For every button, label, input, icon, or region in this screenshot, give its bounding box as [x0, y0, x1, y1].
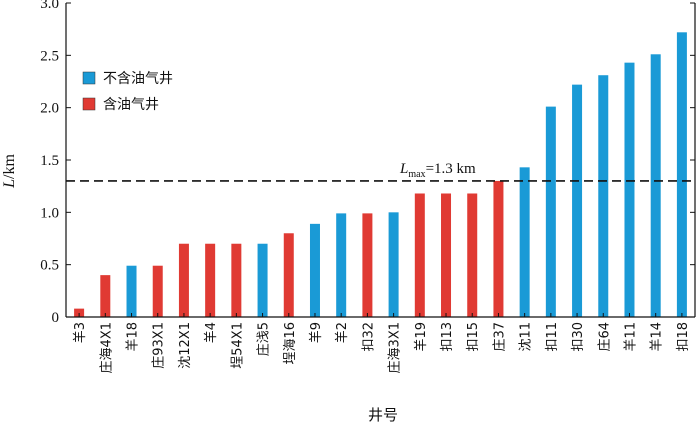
bar-11	[336, 213, 347, 317]
bar-4	[152, 265, 163, 317]
bar-17	[493, 180, 504, 317]
x-tick-label: 沈12X1	[178, 322, 193, 369]
x-tick-label: 羊4	[203, 322, 219, 343]
x-axis-ticks: 羊3 庄海4X1 羊18 庄93X1 沈12X1 羊4 埕54X1 庄浅5 埕海16 羊9 羊2 扣3…	[72, 313, 691, 373]
bar-18	[519, 167, 530, 317]
bar-21	[598, 75, 609, 317]
y-tick-label: 2.0	[40, 101, 59, 117]
bar-23	[650, 54, 661, 317]
x-tick-label: 扣11	[545, 322, 560, 352]
x-tick-label: 庄37	[491, 322, 507, 352]
bar-9	[283, 233, 294, 317]
bar-5	[178, 243, 189, 317]
x-tick-label: 羊3	[72, 322, 88, 343]
x-tick-label: 扣13	[440, 322, 455, 352]
x-tick-label: 羊19	[413, 322, 429, 352]
x-tick-label: 庄海4X1	[98, 322, 114, 373]
bar-14	[414, 193, 425, 317]
bar-13	[388, 212, 399, 317]
x-tick-label: 庄64	[596, 322, 612, 352]
bar-19	[545, 106, 556, 318]
threshold-label: Lmax=1.3 km	[399, 161, 476, 180]
x-tick-label: 扣32	[361, 322, 376, 352]
legend-label-oil: 含油气井	[103, 97, 159, 113]
x-tick-label: 庄93X1	[151, 322, 167, 369]
x-tick-label: 羊9	[308, 322, 324, 343]
x-tick-label: 埕海16	[282, 322, 298, 365]
bar-24	[676, 32, 687, 318]
x-tick-label: 扣18	[676, 322, 691, 352]
y-axis-ticks: 0 0.5 1.0 1.5 2.0 2.5 3.0	[40, 0, 695, 326]
legend-swatch-oil	[82, 97, 96, 111]
x-tick-label: 扣15	[466, 322, 481, 352]
y-tick-label: 2.5	[40, 48, 59, 64]
x-tick-label: 羊14	[649, 322, 665, 352]
y-tick-label: 0.5	[40, 258, 59, 274]
x-axis-label: 井号	[368, 406, 398, 424]
bar-3	[126, 265, 137, 317]
bars	[74, 32, 687, 318]
legend: 不含油气井 含油气井	[82, 71, 173, 113]
bar-15	[441, 193, 452, 317]
x-tick-label: 羊18	[125, 322, 141, 352]
x-tick-label: 庄海3X1	[387, 322, 403, 373]
y-tick-label: 1.0	[40, 205, 59, 221]
x-tick-label: 埕54X1	[229, 322, 245, 369]
x-tick-label: 扣30	[571, 322, 586, 352]
x-tick-label: 庄浅5	[256, 322, 272, 356]
bar-1	[74, 308, 85, 317]
bar-7	[231, 243, 242, 317]
bar-8	[257, 243, 268, 317]
bar-10	[309, 223, 320, 317]
bar-22	[624, 62, 635, 317]
bar-12	[362, 213, 373, 317]
x-tick-label: 羊11	[622, 322, 638, 352]
y-tick-label: 0	[52, 310, 60, 326]
legend-swatch-no-oil	[82, 71, 96, 85]
x-tick-label: 沈11	[519, 322, 534, 352]
y-tick-label: 3.0	[40, 0, 59, 12]
x-tick-label: 羊2	[334, 322, 350, 343]
bar-6	[205, 243, 216, 317]
legend-label-no-oil: 不含油气井	[103, 71, 173, 87]
y-axis-label: L/km	[1, 154, 18, 189]
bar-20	[572, 84, 583, 317]
bar-2	[100, 275, 111, 317]
bar-16	[467, 193, 478, 317]
y-tick-label: 1.5	[40, 153, 59, 169]
